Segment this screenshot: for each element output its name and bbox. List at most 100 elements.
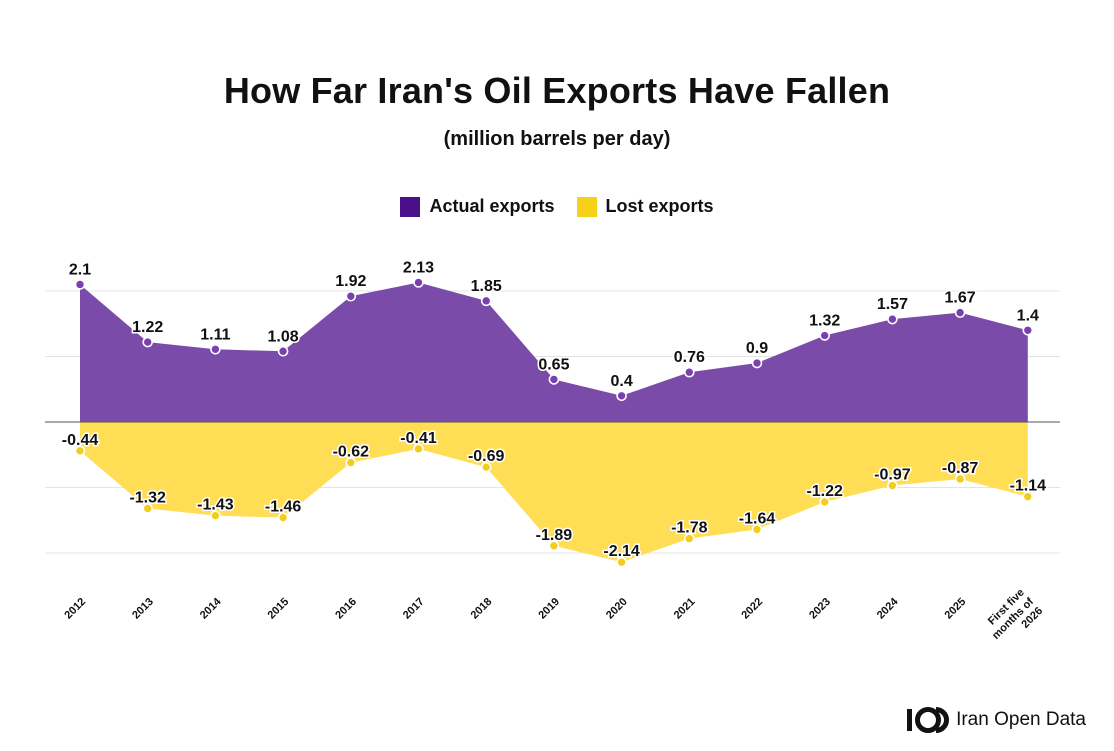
data-point-lost-exports [74,445,86,457]
x-tick-text: 2012 [62,596,88,622]
data-label-lost-exports: -0.97 [874,467,911,484]
chart-legend: Actual exports Lost exports [0,196,1114,217]
x-tick-line: 2015 [266,596,292,622]
x-tick-text: 2018 [469,596,495,622]
x-tick-text: 2022 [739,596,765,622]
x-tick-line: 2022 [739,596,765,622]
x-tick-label: 2022 [739,596,765,622]
data-point-actual-exports [954,307,966,318]
data-point-actual-exports [345,290,357,302]
data-point-lost-exports [751,524,763,535]
data-label-lost-exports: -0.69 [468,448,505,465]
data-point-lost-exports [819,496,831,508]
iod-logo-icon [907,707,950,733]
x-tick-line: 2023 [807,596,833,622]
legend-swatch-actual-exports [400,196,421,217]
data-label-actual-exports: 1.4 [1017,307,1039,324]
data-point-lost-exports [277,512,289,523]
chart-subtitle: (million barrels per day) [443,128,671,150]
x-tick-line: 2018 [469,596,495,622]
data-label-actual-exports: 1.11 [200,326,230,343]
data-point-actual-exports [751,357,763,369]
data-label-actual-exports: 1.67 [945,290,976,307]
data-point-actual-exports [413,277,424,288]
data-label-actual-exports: 0.4 [610,373,632,390]
x-tick-label: 2025 [943,596,969,622]
data-label-lost-exports: -0.87 [942,460,979,477]
data-label-actual-exports: 0.76 [674,349,705,366]
data-label-lost-exports: -1.14 [1010,478,1047,495]
data-label-actual-exports: 0.9 [746,340,768,357]
data-point-actual-exports [887,313,898,325]
brand-logo: Iran Open Data [906,707,1086,733]
data-point-lost-exports [142,503,153,514]
data-point-actual-exports [142,336,153,348]
data-point-actual-exports [210,343,221,355]
data-point-lost-exports [413,443,424,455]
x-tick-text: 2024 [875,595,901,621]
data-point-actual-exports [74,279,86,290]
x-tick-text: 2021 [672,596,698,622]
data-label-lost-exports: -1.89 [536,527,573,544]
data-point-lost-exports [210,510,221,521]
data-point-lost-exports [1022,491,1034,502]
legend-item-lost-exports: Lost exports [576,196,714,217]
legend-item-actual-exports: Actual exports [400,196,555,217]
chart-title: How Far Iran's Oil Exports Have Fallen [223,70,891,111]
x-tick-text: 2013 [130,596,156,622]
x-tick-line: 2017 [401,596,427,622]
data-label-lost-exports: -1.22 [806,483,843,500]
x-tick-line: 2020 [604,596,630,622]
data-label-actual-exports: 2.1 [69,261,91,278]
data-label-actual-exports: 1.57 [877,296,908,313]
data-label-actual-exports: 1.92 [335,273,366,290]
x-tick-text: 2019 [536,596,562,622]
data-label-lost-exports: -1.32 [129,489,166,506]
x-tick-text: 2014 [198,595,224,621]
data-point-lost-exports [887,480,898,491]
x-tick-label: 2013 [130,596,156,622]
data-label-lost-exports: -0.44 [62,432,99,449]
x-tick-line: 2016 [333,596,359,622]
legend-swatch-lost-exports [576,196,597,217]
x-tick-text: 2017 [401,596,427,622]
data-label-lost-exports: -1.46 [265,499,302,516]
data-point-lost-exports [480,461,492,473]
data-label-actual-exports: 1.32 [809,313,840,330]
data-label-lost-exports: -0.62 [333,444,370,461]
data-point-actual-exports [277,345,289,357]
data-point-actual-exports [548,374,560,385]
x-tick-label: 2023 [807,596,833,622]
data-label-lost-exports: -1.43 [197,497,234,514]
data-label-lost-exports: -1.64 [739,510,776,527]
legend-label-lost-exports: Lost exports [605,196,714,216]
data-point-actual-exports [683,366,695,378]
x-tick-line: 2024 [875,595,901,621]
brand-name: Iran Open Data [956,709,1086,730]
x-tick-label: 2016 [333,596,359,622]
x-tick-label: 2024 [875,595,901,621]
x-tick-line: 2012 [62,596,88,622]
x-tick-text: 2016 [333,596,359,622]
data-point-actual-exports [616,390,627,402]
data-label-lost-exports: -0.41 [400,430,437,447]
data-label-actual-exports: 1.85 [471,278,502,295]
x-tick-text: 2020 [604,596,630,622]
data-label-actual-exports: 2.13 [403,259,434,276]
x-tick-line: 2019 [536,596,562,622]
area-lost-exports [80,422,1028,563]
data-point-lost-exports [548,540,560,552]
legend-label-actual-exports: Actual exports [429,196,555,216]
x-tick-line: 2025 [943,596,969,622]
data-point-actual-exports [480,295,492,307]
x-tick-label: 2012 [62,596,88,622]
x-tick-text: 2025 [943,596,969,622]
x-tick-line: 2014 [198,595,224,621]
data-point-lost-exports [683,533,695,544]
data-label-actual-exports: 1.08 [268,328,299,345]
x-tick-label: First fivemonths of2026 [986,587,1045,642]
x-tick-label: 2015 [266,596,292,622]
data-label-actual-exports: 0.65 [538,356,569,373]
x-tick-label: 2020 [604,596,630,622]
